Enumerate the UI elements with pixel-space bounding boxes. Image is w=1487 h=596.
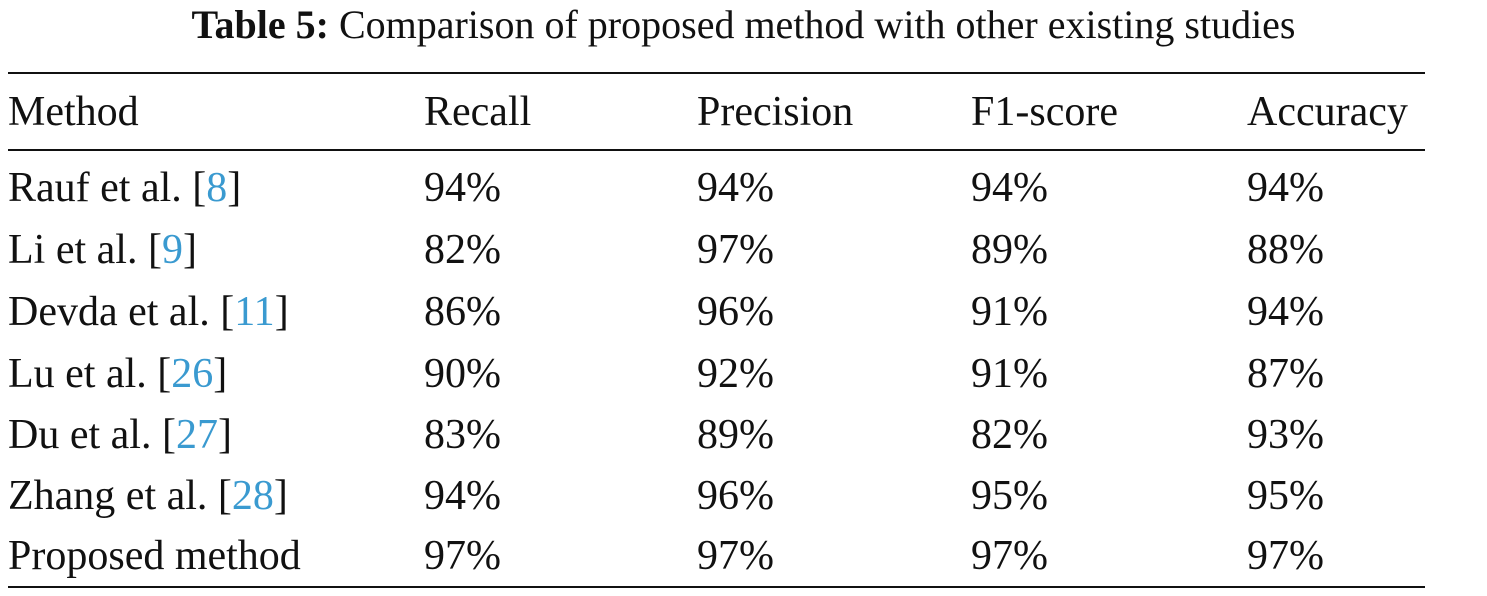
method-cell: Zhang et al. [28] [8,468,288,524]
table-row: Proposed method 97% 97% 97% 97% [0,528,1487,584]
precision-cell: 94% [697,165,774,211]
bracket-close: ] [227,165,242,211]
f1-score-cell: 82% [971,412,1048,458]
method-name: Zhang et al. [ [8,473,232,519]
method-cell: Proposed method [8,528,301,584]
method-name: Rauf et al. [ [8,165,207,211]
method-name: Lu et al. [ [8,351,172,397]
f1-score-cell: 97% [971,533,1048,579]
header-accuracy: Accuracy [1247,89,1408,135]
f1-score-cell: 89% [971,227,1048,273]
accuracy-cell: 94% [1247,165,1324,211]
recall-cell: 97% [424,533,501,579]
precision-cell: 97% [697,227,774,273]
citation-link[interactable]: 9 [161,227,183,273]
f1-score-cell: 91% [971,289,1048,335]
table-row: Zhang et al. [28] 94% 96% 95% 95% [0,468,1487,524]
table-row: Lu et al. [26] 90% 92% 91% 87% [0,346,1487,402]
table-caption-label: Table 5: [191,2,329,47]
precision-cell: 89% [697,412,774,458]
accuracy-cell: 94% [1247,289,1324,335]
method-name: Devda et al. [ [8,289,235,335]
bracket-close: ] [274,289,289,335]
method-cell: Li et al. [9] [8,222,197,278]
precision-cell: 96% [697,473,774,519]
table-caption: Table 5: Comparison of proposed method w… [0,2,1487,48]
citation-link[interactable]: 28 [231,473,274,519]
header-recall: Recall [424,89,532,135]
recall-cell: 86% [424,289,501,335]
method-cell: Devda et al. [11] [8,284,289,340]
table-header-rule [8,149,1425,151]
table-row: Rauf et al. [8] 94% 94% 94% 94% [0,160,1487,216]
recall-cell: 94% [424,165,501,211]
precision-cell: 97% [697,533,774,579]
accuracy-cell: 87% [1247,351,1324,397]
recall-cell: 94% [424,473,501,519]
table-row: Li et al. [9] 82% 97% 89% 88% [0,222,1487,278]
table-caption-text: Comparison of proposed method with other… [338,2,1296,47]
accuracy-cell: 88% [1247,227,1324,273]
table-row: Devda et al. [11] 86% 96% 91% 94% [0,284,1487,340]
header-precision: Precision [697,89,854,135]
precision-cell: 96% [697,289,774,335]
citation-link[interactable]: 26 [171,351,214,397]
accuracy-cell: 97% [1247,533,1324,579]
recall-cell: 83% [424,412,501,458]
header-method: Method [8,89,139,135]
method-cell: Lu et al. [26] [8,346,227,402]
accuracy-cell: 93% [1247,412,1324,458]
bracket-close: ] [273,473,288,519]
precision-cell: 92% [697,351,774,397]
method-name: Proposed method [8,533,301,579]
citation-link[interactable]: 27 [175,412,218,458]
method-name: Du et al. [ [8,412,176,458]
recall-cell: 90% [424,351,501,397]
method-name: Li et al. [ [8,227,162,273]
accuracy-cell: 95% [1247,473,1324,519]
recall-cell: 82% [424,227,501,273]
method-cell: Du et al. [27] [8,407,232,463]
bracket-close: ] [213,351,228,397]
table-top-rule [8,72,1425,74]
table-header-row: Method Recall Precision F1-score Accurac… [0,84,1487,140]
method-cell: Rauf et al. [8] [8,160,241,216]
bracket-close: ] [182,227,197,273]
f1-score-cell: 91% [971,351,1048,397]
citation-link[interactable]: 8 [206,165,228,211]
f1-score-cell: 95% [971,473,1048,519]
citation-link[interactable]: 11 [234,289,275,335]
bracket-close: ] [217,412,232,458]
table-row: Du et al. [27] 83% 89% 82% 93% [0,407,1487,463]
header-f1-score: F1-score [971,89,1118,135]
table-bottom-rule [8,586,1425,588]
f1-score-cell: 94% [971,165,1048,211]
